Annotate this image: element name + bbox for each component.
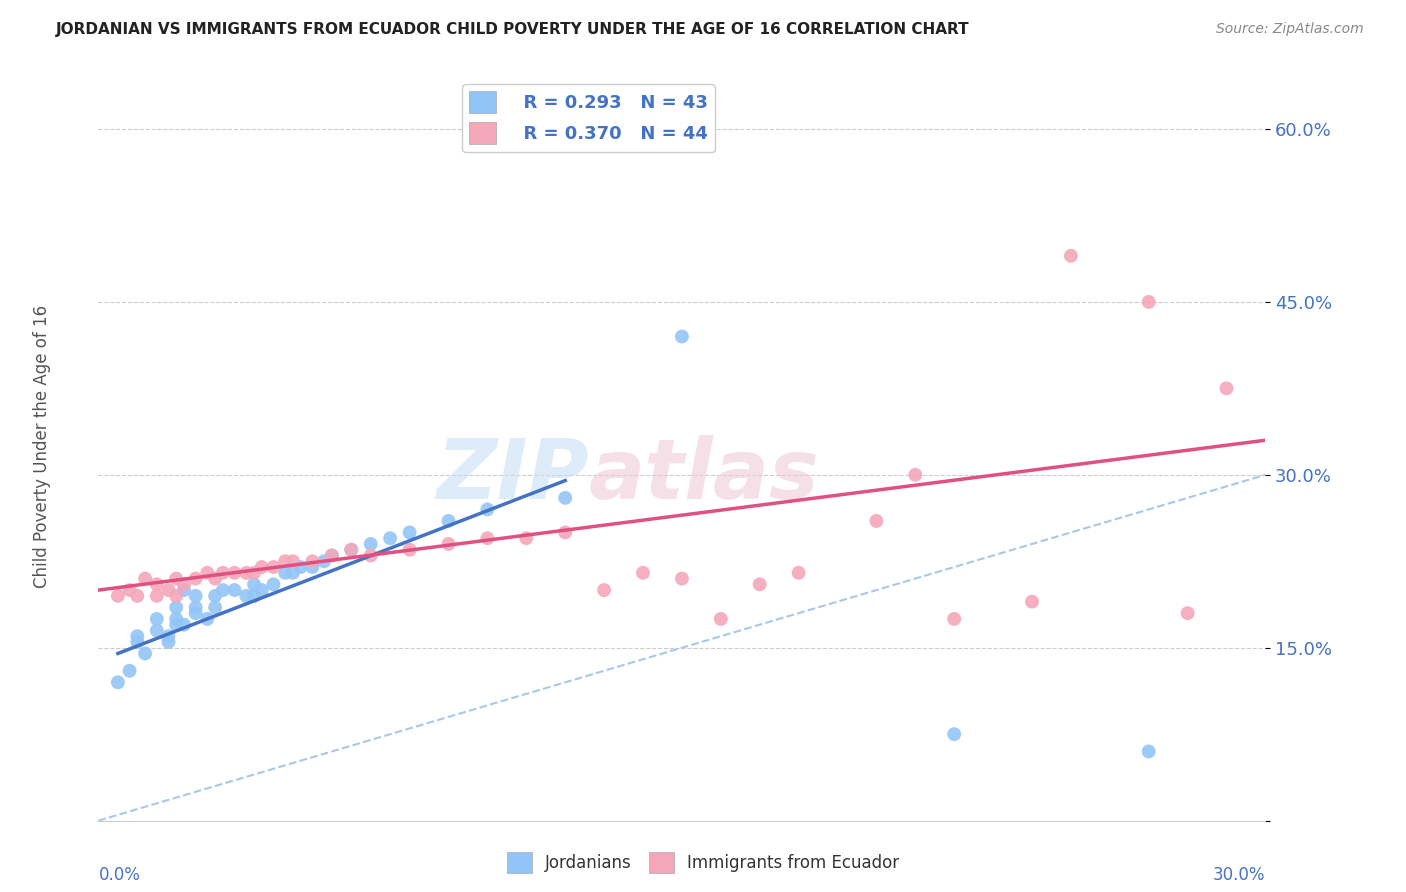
Point: [1215, 381, 1237, 395]
Point: [904, 467, 927, 482]
Point: [301, 560, 323, 574]
Point: [1060, 249, 1083, 263]
Point: [360, 537, 382, 551]
Point: [631, 566, 654, 580]
Point: [250, 560, 273, 574]
Point: [437, 537, 460, 551]
Text: atlas: atlas: [589, 435, 820, 516]
Point: [146, 577, 169, 591]
Point: [710, 612, 733, 626]
Text: Child Poverty Under the Age of 16: Child Poverty Under the Age of 16: [34, 304, 51, 588]
Point: [380, 531, 402, 545]
Point: [165, 589, 187, 603]
Point: [437, 514, 460, 528]
Point: [274, 566, 297, 580]
Point: [165, 612, 187, 626]
Point: [195, 612, 218, 626]
Point: [360, 549, 382, 563]
Point: [671, 329, 693, 343]
Point: [1137, 744, 1160, 758]
Point: [235, 566, 257, 580]
Point: [165, 572, 187, 586]
Point: [127, 629, 149, 643]
Point: [1177, 606, 1199, 620]
Point: [671, 572, 693, 586]
Text: 30.0%: 30.0%: [1213, 865, 1265, 884]
Point: [593, 583, 616, 598]
Point: [262, 560, 284, 574]
Point: [943, 612, 966, 626]
Point: [127, 635, 149, 649]
Point: [134, 647, 156, 661]
Point: [184, 589, 207, 603]
Text: JORDANIAN VS IMMIGRANTS FROM ECUADOR CHILD POVERTY UNDER THE AGE OF 16 CORRELATI: JORDANIAN VS IMMIGRANTS FROM ECUADOR CHI…: [56, 22, 970, 37]
Point: [748, 577, 770, 591]
Text: Source: ZipAtlas.com: Source: ZipAtlas.com: [1216, 22, 1364, 37]
Point: [184, 572, 207, 586]
Point: [157, 583, 180, 598]
Point: [1021, 594, 1043, 608]
Point: [321, 549, 343, 563]
Point: [515, 531, 537, 545]
Point: [554, 491, 576, 505]
Point: [118, 583, 141, 598]
Point: [224, 583, 246, 598]
Point: [398, 542, 420, 557]
Point: [943, 727, 966, 741]
Point: [281, 566, 304, 580]
Point: [235, 589, 257, 603]
Point: [224, 566, 246, 580]
Legend: Jordanians, Immigrants from Ecuador: Jordanians, Immigrants from Ecuador: [501, 846, 905, 880]
Point: [321, 549, 343, 563]
Point: [157, 629, 180, 643]
Point: [134, 572, 156, 586]
Point: [204, 572, 226, 586]
Point: [1137, 294, 1160, 309]
Point: [301, 554, 323, 568]
Point: [146, 624, 169, 638]
Point: [184, 600, 207, 615]
Point: [165, 617, 187, 632]
Point: [157, 635, 180, 649]
Point: [146, 589, 169, 603]
Point: [146, 612, 169, 626]
Point: [340, 542, 363, 557]
Point: [243, 566, 266, 580]
Point: [250, 583, 273, 598]
Point: [184, 606, 207, 620]
Point: [127, 589, 149, 603]
Text: ZIP: ZIP: [436, 435, 589, 516]
Point: [398, 525, 420, 540]
Point: [787, 566, 810, 580]
Point: [290, 560, 312, 574]
Point: [165, 600, 187, 615]
Point: [212, 566, 235, 580]
Point: [204, 589, 226, 603]
Point: [173, 617, 195, 632]
Point: [554, 525, 576, 540]
Point: [173, 577, 195, 591]
Point: [212, 583, 235, 598]
Point: [243, 589, 266, 603]
Point: [173, 583, 195, 598]
Point: [477, 502, 499, 516]
Point: [204, 600, 226, 615]
Point: [274, 554, 297, 568]
Legend:   R = 0.293   N = 43,   R = 0.370   N = 44: R = 0.293 N = 43, R = 0.370 N = 44: [463, 84, 716, 152]
Point: [118, 664, 141, 678]
Point: [865, 514, 887, 528]
Point: [281, 554, 304, 568]
Point: [312, 554, 335, 568]
Text: 0.0%: 0.0%: [98, 865, 141, 884]
Point: [340, 542, 363, 557]
Point: [195, 566, 218, 580]
Point: [107, 589, 129, 603]
Point: [243, 577, 266, 591]
Point: [477, 531, 499, 545]
Point: [107, 675, 129, 690]
Point: [262, 577, 284, 591]
